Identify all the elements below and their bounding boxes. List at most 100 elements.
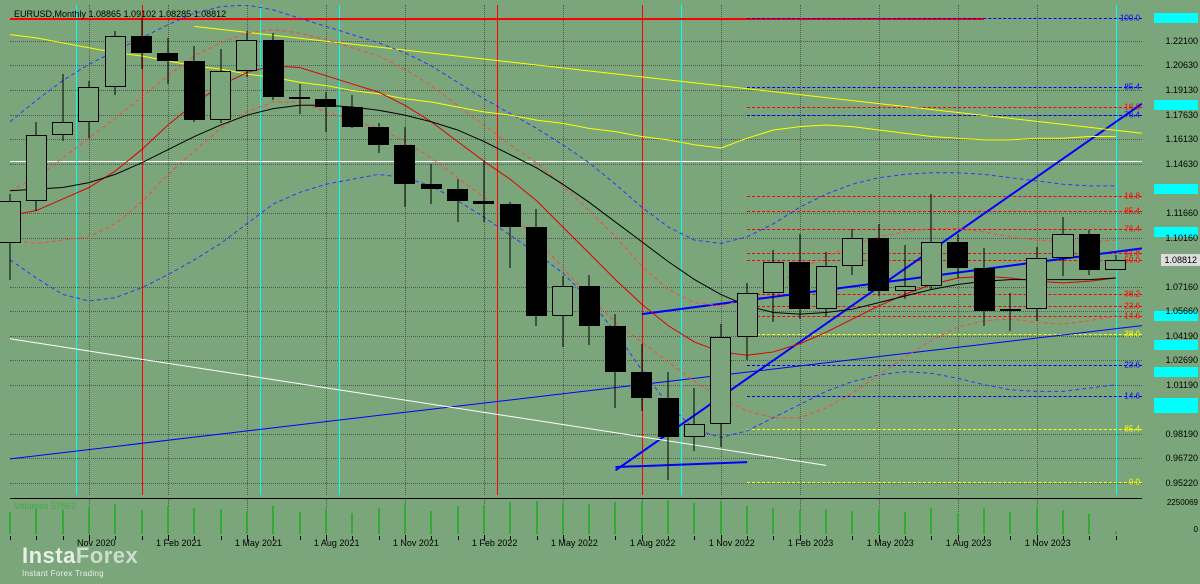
fib-level-label: 23.6 <box>1124 361 1140 370</box>
fib-level-label: 85.4 <box>1124 425 1140 434</box>
fib-level-label: 16.8 <box>1124 191 1140 200</box>
volume-bar <box>141 510 143 534</box>
vertical-marker-line <box>260 5 261 495</box>
volume-bar <box>378 508 380 534</box>
x-tick-label: 1 May 2023 <box>867 538 914 548</box>
fib-level-label: 76.4 <box>1124 111 1140 120</box>
volume-bar <box>957 513 959 534</box>
fib-level-label: 0.0 <box>1129 477 1140 486</box>
current-price-marker: 1.08812 <box>1161 254 1200 266</box>
vertical-marker-line <box>497 5 498 495</box>
volume-bar <box>167 506 169 534</box>
volume-bar <box>799 510 801 534</box>
fib-level-label: 76.4 <box>1124 224 1140 233</box>
fib-level-label: 50.0 <box>1124 255 1140 264</box>
x-axis: Nov 20201 Feb 20211 May 20211 Aug 20211 … <box>10 538 1142 552</box>
volume-bar <box>641 502 643 534</box>
brand-part2: Forex <box>76 543 138 568</box>
volume-bar <box>483 505 485 534</box>
chart-title: EURUSD,Monthly 1.08865 1.09102 1.08285 1… <box>14 9 226 19</box>
horizontal-line <box>10 161 1142 162</box>
x-tick-label: 1 May 2022 <box>551 538 598 548</box>
volume-bar <box>904 512 906 534</box>
volume-bar <box>720 501 722 534</box>
volume-bar <box>62 510 64 534</box>
volume-bar <box>220 509 222 534</box>
volume-bar <box>588 504 590 534</box>
volume-bar <box>693 503 695 534</box>
vertical-marker-line <box>142 5 143 495</box>
volume-bar <box>1036 507 1038 534</box>
fib-level-label: 100.0 <box>1120 14 1140 23</box>
watermark: InstaForex Instant Forex Trading <box>22 543 138 578</box>
volume-bar <box>1115 531 1117 534</box>
y-tick-label: 1.07160 <box>1165 282 1198 292</box>
vertical-marker-line <box>1116 5 1117 495</box>
volume-bar <box>851 511 853 534</box>
fib-level-label: 85.4 <box>1124 83 1140 92</box>
vertical-marker-line <box>681 5 682 495</box>
volume-axis: 2250069 0 <box>1144 498 1200 534</box>
volume-bar <box>35 508 37 534</box>
volume-bar <box>114 504 116 534</box>
volume-bar <box>88 507 90 534</box>
y-tick-label: 1.17630 <box>1165 110 1198 120</box>
chart-main-area[interactable]: EURUSD,Monthly 1.08865 1.09102 1.08285 1… <box>10 5 1142 495</box>
y-tick-label: 1.11660 <box>1166 208 1198 218</box>
y-tick-label: 1.16130 <box>1165 134 1198 144</box>
y-tick-label: 1.01190 <box>1166 380 1198 390</box>
vertical-marker-line <box>76 5 77 495</box>
volume-bar <box>536 501 538 534</box>
y-tick-label: 1.19130 <box>1165 85 1198 95</box>
volume-bar <box>825 509 827 534</box>
volume-bar <box>930 508 932 534</box>
volume-bar <box>1009 512 1011 534</box>
y-tick-label: 1.14630 <box>1165 159 1198 169</box>
volume-bar <box>772 508 774 534</box>
fib-level-label: 23.6 <box>1124 301 1140 310</box>
volume-bar <box>9 512 11 534</box>
volume-bar <box>667 500 669 534</box>
volume-bar <box>983 508 985 534</box>
fib-level-label: 38.0 <box>1124 329 1140 338</box>
y-tick-label: 1.05660 <box>1165 306 1198 316</box>
volume-bar <box>746 506 748 534</box>
fib-level-label: 85.4 <box>1124 206 1140 215</box>
volume-label: Volumes 57562 <box>14 501 76 511</box>
volume-bar <box>457 506 459 534</box>
volume-bar <box>562 503 564 534</box>
y-tick-label: 1.02690 <box>1165 355 1198 365</box>
fib-level-label: 14.6 <box>1124 311 1140 320</box>
fib-level-label: 38.2 <box>1124 290 1140 299</box>
volume-bar <box>1088 514 1090 534</box>
volume-bar <box>325 509 327 534</box>
volume-bar <box>246 511 248 534</box>
y-tick-label: 1.22100 <box>1165 36 1198 46</box>
y-tick-label: 1.20630 <box>1165 60 1198 70</box>
volume-bar <box>299 512 301 534</box>
y-tick-label: 1.10160 <box>1165 233 1198 243</box>
volume-bar <box>614 502 616 534</box>
volume-bar <box>404 504 406 534</box>
y-tick-label: 0.96720 <box>1165 453 1198 463</box>
fib-level-label: 14.6 <box>1124 392 1140 401</box>
y-axis: 1.22100 1.20630 1.19130 1.17630 1.16130 1.146… <box>1144 5 1200 495</box>
vol-max: 2250069 <box>1167 498 1198 507</box>
y-tick-label: 0.95220 <box>1165 478 1198 488</box>
volume-bar <box>878 509 880 534</box>
brand-tagline: Instant Forex Trading <box>22 569 138 578</box>
vol-zero: 0 <box>1194 525 1198 534</box>
volume-bar <box>430 511 432 534</box>
volume-bar <box>509 502 511 534</box>
volume-bar <box>193 508 195 534</box>
volume-bar <box>272 506 274 534</box>
vertical-marker-line <box>642 5 643 495</box>
y-tick-label: 1.04190 <box>1165 331 1198 341</box>
x-tick-label: 1 May 2021 <box>235 538 282 548</box>
vertical-marker-line <box>339 5 340 495</box>
chart-volume-pane[interactable]: Volumes 57562 <box>10 498 1142 534</box>
chart-container: EURUSD,Monthly 1.08865 1.09102 1.08285 1… <box>0 0 1200 584</box>
volume-bar <box>351 513 353 534</box>
y-tick-label: 0.98190 <box>1165 429 1198 439</box>
volume-bar <box>1062 510 1064 534</box>
